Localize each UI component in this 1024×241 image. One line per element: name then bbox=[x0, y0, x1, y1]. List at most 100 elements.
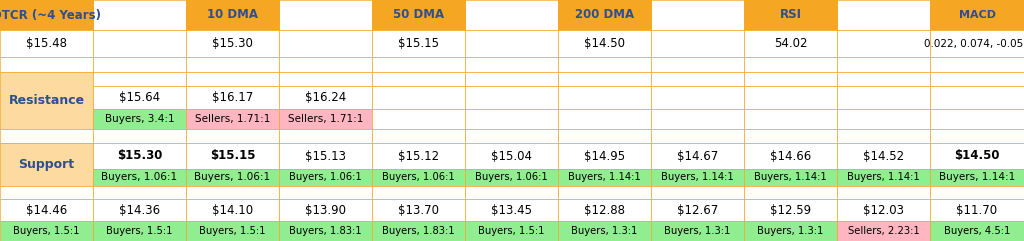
Bar bbox=[279, 186, 372, 199]
Bar bbox=[558, 169, 651, 186]
Bar bbox=[930, 221, 1024, 241]
Bar bbox=[372, 72, 465, 86]
Text: Buyers, 1.5:1: Buyers, 1.5:1 bbox=[106, 226, 173, 236]
Bar bbox=[651, 57, 744, 72]
Bar bbox=[0, 221, 93, 241]
Text: Buyers, 1.06:1: Buyers, 1.06:1 bbox=[195, 173, 270, 182]
Text: 10 DMA: 10 DMA bbox=[207, 8, 258, 21]
Text: $15.15: $15.15 bbox=[210, 149, 255, 162]
Text: RSI: RSI bbox=[779, 8, 802, 21]
Bar bbox=[651, 169, 744, 186]
Bar bbox=[186, 0, 279, 30]
Text: 54.02: 54.02 bbox=[774, 37, 807, 50]
Bar bbox=[186, 169, 279, 186]
Text: $14.10: $14.10 bbox=[212, 203, 253, 216]
Text: $15.30: $15.30 bbox=[117, 149, 162, 162]
Bar bbox=[93, 143, 186, 169]
Bar bbox=[372, 199, 465, 221]
Text: Buyers, 1.83:1: Buyers, 1.83:1 bbox=[382, 226, 455, 236]
Text: Buyers, 1.14:1: Buyers, 1.14:1 bbox=[847, 173, 920, 182]
Bar bbox=[372, 129, 465, 143]
Bar bbox=[651, 186, 744, 199]
Text: Resistance: Resistance bbox=[8, 94, 85, 107]
Bar bbox=[93, 169, 186, 186]
Bar bbox=[372, 86, 465, 109]
Text: Buyers, 1.5:1: Buyers, 1.5:1 bbox=[200, 226, 266, 236]
Bar bbox=[837, 86, 930, 109]
Bar bbox=[93, 199, 186, 221]
Bar bbox=[558, 186, 651, 199]
Text: 200 DMA: 200 DMA bbox=[574, 8, 634, 21]
Bar bbox=[837, 109, 930, 129]
Bar bbox=[279, 169, 372, 186]
Bar bbox=[465, 109, 558, 129]
Bar bbox=[372, 30, 465, 57]
Bar bbox=[186, 86, 279, 109]
Bar bbox=[0, 72, 93, 129]
Text: 50 DMA: 50 DMA bbox=[393, 8, 444, 21]
Text: Buyers, 1.06:1: Buyers, 1.06:1 bbox=[475, 173, 548, 182]
Bar bbox=[372, 57, 465, 72]
Bar bbox=[930, 109, 1024, 129]
Bar bbox=[558, 72, 651, 86]
Bar bbox=[558, 221, 651, 241]
Bar bbox=[0, 0, 93, 30]
Bar bbox=[837, 199, 930, 221]
Text: $16.17: $16.17 bbox=[212, 91, 253, 104]
Bar bbox=[651, 0, 744, 30]
Text: $11.70: $11.70 bbox=[956, 203, 997, 216]
Text: $12.59: $12.59 bbox=[770, 203, 811, 216]
Bar bbox=[744, 57, 837, 72]
Text: Buyers, 1.3:1: Buyers, 1.3:1 bbox=[665, 226, 731, 236]
Bar bbox=[744, 0, 837, 30]
Bar bbox=[744, 143, 837, 169]
Bar bbox=[465, 57, 558, 72]
Text: $15.64: $15.64 bbox=[119, 91, 160, 104]
Bar bbox=[558, 129, 651, 143]
Bar bbox=[372, 143, 465, 169]
Bar bbox=[465, 221, 558, 241]
Bar bbox=[372, 221, 465, 241]
Bar bbox=[744, 129, 837, 143]
Text: $15.15: $15.15 bbox=[398, 37, 439, 50]
Text: Sellers, 1.71:1: Sellers, 1.71:1 bbox=[195, 114, 270, 124]
Bar bbox=[279, 129, 372, 143]
Bar bbox=[744, 30, 837, 57]
Text: Buyers, 1.14:1: Buyers, 1.14:1 bbox=[939, 173, 1015, 182]
Bar bbox=[372, 186, 465, 199]
Bar bbox=[558, 109, 651, 129]
Bar bbox=[93, 0, 186, 30]
Bar bbox=[930, 199, 1024, 221]
Bar bbox=[558, 57, 651, 72]
Bar bbox=[930, 186, 1024, 199]
Bar bbox=[930, 72, 1024, 86]
Bar bbox=[93, 221, 186, 241]
Text: MACD: MACD bbox=[958, 10, 995, 20]
Text: $15.48: $15.48 bbox=[26, 37, 67, 50]
Text: DTCR (~4 Years): DTCR (~4 Years) bbox=[0, 8, 101, 21]
Bar bbox=[279, 72, 372, 86]
Bar bbox=[0, 199, 93, 221]
Text: Buyers, 1.06:1: Buyers, 1.06:1 bbox=[289, 173, 361, 182]
Text: $13.90: $13.90 bbox=[305, 203, 346, 216]
Text: $14.67: $14.67 bbox=[677, 149, 718, 162]
Text: $14.95: $14.95 bbox=[584, 149, 625, 162]
Text: Buyers, 3.4:1: Buyers, 3.4:1 bbox=[104, 114, 174, 124]
Bar bbox=[0, 57, 93, 72]
Text: $14.50: $14.50 bbox=[954, 149, 999, 162]
Bar bbox=[651, 221, 744, 241]
Bar bbox=[279, 30, 372, 57]
Bar bbox=[186, 109, 279, 129]
Bar bbox=[186, 129, 279, 143]
Text: Sellers, 1.71:1: Sellers, 1.71:1 bbox=[288, 114, 364, 124]
Bar bbox=[930, 143, 1024, 169]
Text: $14.66: $14.66 bbox=[770, 149, 811, 162]
Text: Buyers, 1.5:1: Buyers, 1.5:1 bbox=[13, 226, 80, 236]
Text: Buyers, 1.3:1: Buyers, 1.3:1 bbox=[758, 226, 823, 236]
Bar bbox=[558, 199, 651, 221]
Bar bbox=[186, 0, 279, 30]
Text: $15.13: $15.13 bbox=[305, 149, 346, 162]
Bar bbox=[465, 0, 558, 30]
Text: $15.04: $15.04 bbox=[490, 149, 532, 162]
Bar bbox=[744, 199, 837, 221]
